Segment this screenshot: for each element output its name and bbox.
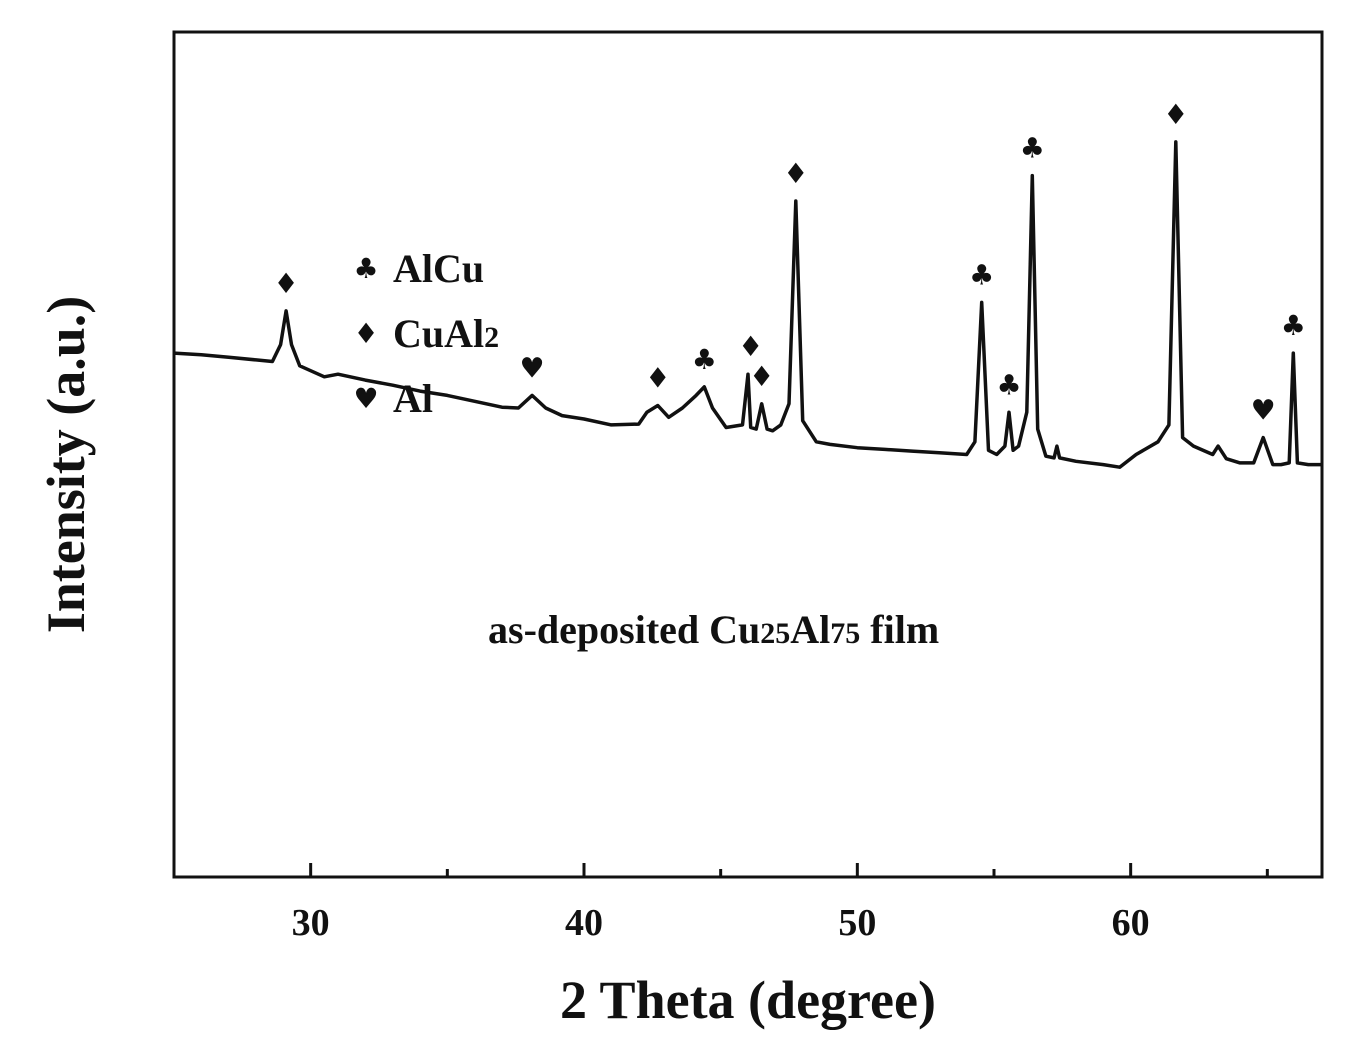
peak-marker: ♦ (645, 361, 670, 394)
x-tick-label: 30 (292, 902, 330, 944)
x-tick-label: 60 (1112, 902, 1150, 944)
x-axis-ticks: 30 40 50 60 (292, 863, 1269, 944)
legend: ♣ AlCu ♦ CuAl2 ♥ Al (353, 246, 499, 421)
x-tick-label: 50 (838, 902, 876, 944)
x-tick-label: 40 (565, 902, 603, 944)
plot-frame (172, 30, 1324, 879)
peak-marker: ♦ (783, 157, 808, 190)
legend-label: CuAl2 (393, 311, 499, 356)
legend-label: AlCu (393, 246, 484, 291)
peak-marker: ♦ (749, 360, 774, 393)
peak-marker: ♦ (1163, 98, 1188, 131)
legend-label: Al (393, 376, 433, 421)
x-axis-title: 2 Theta (degree) (560, 970, 936, 1030)
y-axis-title: Intensity (a.u.) (36, 296, 96, 634)
peak-marker: ♣ (1281, 309, 1306, 342)
film-annotation: as-deposited Cu25Al75 film (488, 607, 939, 652)
peak-marker: ♣ (996, 368, 1021, 401)
peak-marker: ♣ (692, 343, 717, 376)
peak-markers: ♦♥ ♦♣ ♦♦♦♣♣♣♦♥♣ (274, 98, 1306, 427)
peak-marker: ♥ (520, 351, 545, 384)
series-layer (173, 140, 1322, 469)
legend-symbol: ♣ (353, 252, 378, 285)
peak-marker: ♣ (1020, 132, 1045, 165)
plot-area (172, 30, 1324, 879)
peak-marker: ♦ (274, 267, 299, 300)
peak-marker: ♦ (738, 330, 763, 363)
legend-symbol: ♥ (353, 382, 378, 415)
peak-marker: ♣ (969, 258, 994, 291)
series-line-0 (173, 140, 1322, 469)
legend-symbol: ♦ (353, 317, 378, 350)
peak-marker: ♥ (1251, 394, 1276, 427)
